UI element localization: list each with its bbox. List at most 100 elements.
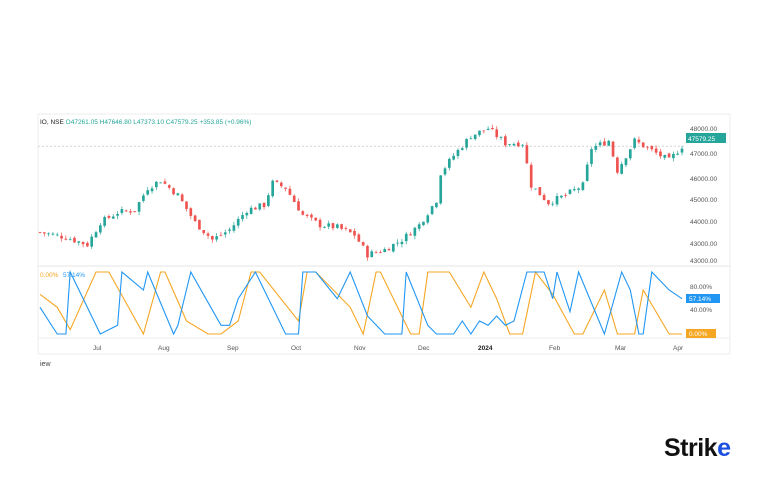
candle-body [180, 194, 184, 202]
candle-body [73, 237, 76, 243]
last-price-tag [686, 133, 726, 143]
time-axis: Jul Aug Sep Oct Nov Dec 2024 Feb Mar Apr [93, 345, 684, 352]
candle-body [81, 241, 85, 245]
candle-body [637, 139, 641, 143]
candle-body [555, 196, 559, 205]
candle-body [107, 215, 111, 218]
candle-body [400, 241, 404, 245]
candle-body [137, 202, 141, 212]
candle-body [473, 134, 477, 139]
candle-body [374, 252, 378, 254]
candle-body [279, 182, 283, 187]
time-tick: Apr [673, 345, 684, 352]
candle-body [86, 243, 89, 247]
close-value: C47579.25 [165, 119, 198, 126]
candle-body [68, 239, 72, 241]
candle-body [361, 242, 365, 246]
candle-body [435, 202, 438, 208]
aroon-indicator [39, 269, 683, 336]
aroon-up-tag [686, 329, 716, 338]
aroon-down-tag [686, 294, 720, 303]
candle-body [628, 149, 632, 159]
candle-body [590, 149, 593, 165]
candle-body [249, 207, 253, 214]
price-tick: 47000.00 [690, 151, 717, 158]
candle-body [396, 242, 399, 244]
candle-body [258, 203, 262, 210]
candle-body [564, 194, 567, 196]
candle-body [271, 180, 274, 197]
time-tick: 2024 [478, 345, 493, 352]
candle-body [353, 230, 356, 236]
candle-body [391, 243, 395, 252]
footnote-text: iew [40, 361, 51, 368]
candle-body [417, 224, 421, 229]
open-value: O47261.05 [65, 119, 98, 126]
price-axis: 48000.00 47000.00 46000.00 45000.00 4400… [690, 126, 717, 265]
candle-body [521, 144, 524, 146]
candle-body [254, 207, 257, 210]
candle-body [460, 148, 464, 150]
candle-body [167, 185, 171, 188]
candle-body [422, 221, 425, 226]
candle-body [633, 138, 636, 148]
candle-body [51, 233, 55, 235]
candle-body [616, 157, 619, 173]
candle-body [323, 226, 326, 228]
candle-body [603, 141, 606, 146]
candle-body [111, 216, 115, 219]
candle-body [335, 224, 339, 228]
candle-body [404, 233, 408, 242]
brand-prefix: Strik [664, 434, 718, 462]
strike-logo: Strike [664, 434, 731, 463]
candle-body [508, 144, 511, 146]
candle-body [676, 153, 680, 155]
symbol-label: IO, NSE [40, 119, 64, 126]
candle-body [305, 214, 309, 216]
candle-body [42, 232, 46, 234]
candle-body [547, 200, 550, 205]
candle-body [47, 233, 50, 235]
candle-body [581, 182, 585, 190]
aroon-up-value: 0.00% [689, 331, 708, 338]
candle-body [357, 234, 361, 242]
candle-body [98, 225, 102, 233]
candle-body [598, 142, 602, 146]
candle-body [663, 154, 667, 158]
aroon-tick: 40.00% [690, 307, 712, 314]
candle-body [241, 214, 244, 220]
candle-body [387, 249, 391, 251]
price-tick: 43000.00 [690, 241, 717, 248]
candle-body [366, 245, 369, 258]
candle-body [146, 190, 150, 195]
candle-body [646, 146, 649, 148]
aroon-tick: 80.00% [690, 284, 712, 291]
high-value: H47646.80 [99, 119, 132, 126]
time-tick: Sep [227, 345, 239, 352]
time-tick: Oct [291, 345, 301, 352]
candle-body [469, 138, 473, 140]
candle-body [456, 149, 460, 157]
candle-body [116, 213, 119, 216]
candle-body [172, 188, 175, 195]
candlestick-series [38, 124, 684, 261]
candle-body [443, 168, 447, 175]
change-value: +353.85 (+0.96%) [199, 119, 252, 126]
candle-body [202, 230, 206, 234]
candle-body [572, 189, 576, 191]
chart-frame [37, 113, 731, 355]
candle-body [297, 201, 300, 211]
candle-body [159, 182, 162, 184]
candle-body [314, 217, 318, 221]
time-tick: Aug [158, 345, 170, 352]
candle-body [103, 217, 106, 226]
aroon-down-value: 57.14% [689, 296, 711, 303]
candle-body [551, 203, 555, 205]
candle-body [379, 252, 382, 254]
candle-body [223, 232, 227, 235]
brand-accent: e [717, 434, 731, 462]
candle-body [185, 201, 188, 209]
candle-body [542, 195, 546, 201]
last-price-label: 47579.25 [688, 136, 715, 143]
